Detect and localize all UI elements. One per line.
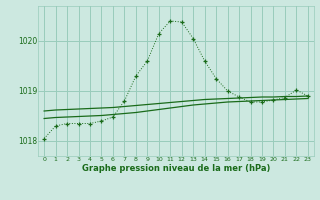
- X-axis label: Graphe pression niveau de la mer (hPa): Graphe pression niveau de la mer (hPa): [82, 164, 270, 173]
